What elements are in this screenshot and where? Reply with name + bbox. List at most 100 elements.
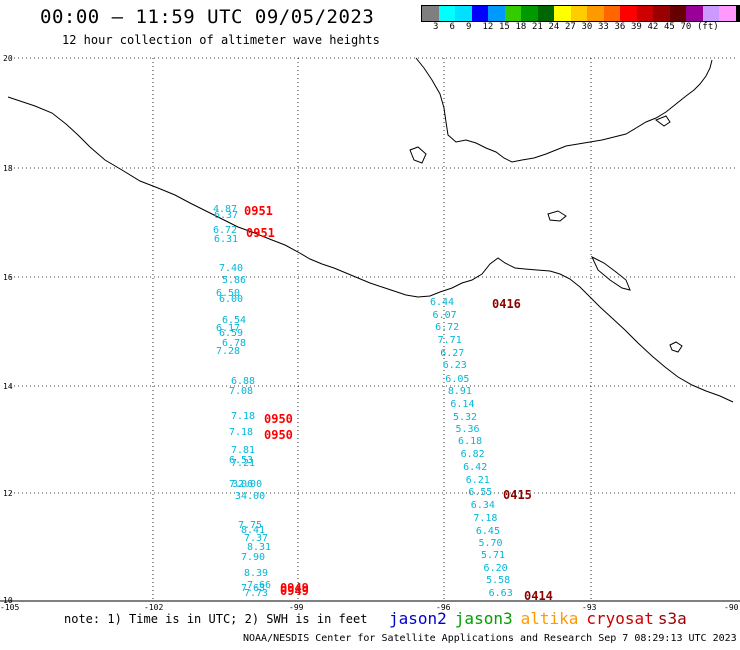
wave-height-value: 6.82 — [461, 449, 485, 460]
wave-height-value: 7.90 — [241, 552, 265, 563]
wave-height-value: 7.73 — [244, 588, 268, 599]
map-title: 00:00 – 11:59 UTC 09/05/2023 — [40, 6, 375, 28]
pass-time-label: 0950 — [264, 412, 293, 426]
satellite-legend: jason2 jason3 altika cryosat s3a — [389, 609, 695, 628]
island-2 — [547, 210, 567, 222]
wave-height-value: 8.91 — [448, 386, 472, 397]
color-swatch — [455, 6, 472, 21]
wave-height-value: 6.55 — [468, 487, 492, 498]
wave-height-value: 6.14 — [450, 399, 474, 410]
wave-height-value: 5.36 — [456, 424, 480, 435]
latitude-label: 14 — [3, 382, 13, 391]
wave-height-value: 7.37 — [244, 533, 268, 544]
wave-height-value: 6.42 — [463, 462, 487, 473]
color-swatch — [686, 6, 703, 21]
color-scale-label: 36 — [614, 22, 626, 32]
island-5 — [654, 115, 671, 127]
altimeter-tracks: 4.876.376.726.317.405.866.506.006.546.17… — [213, 204, 553, 603]
wave-height-value: 6.27 — [440, 348, 464, 359]
island-3 — [590, 255, 631, 291]
longitude-label: -93 — [582, 603, 597, 612]
color-swatch — [702, 6, 719, 21]
wave-height-value: 5.70 — [478, 538, 502, 549]
pass-time-label: 0416 — [492, 297, 521, 311]
wave-height-value: 5.86 — [222, 275, 246, 286]
wave-height-value: 6.72 — [213, 225, 237, 236]
wave-height-value: 6.72 — [435, 322, 459, 333]
color-scale-label: 70 — [680, 22, 692, 32]
footer-credit: NOAA/NESDIS Center for Satellite Applica… — [243, 633, 737, 644]
color-scale-label: (ft) — [697, 22, 719, 32]
color-scale-label: 39 — [631, 22, 642, 32]
wave-height-value: 32.00 — [232, 479, 262, 490]
wave-height-value: 7.18 — [231, 411, 255, 422]
wave-height-value: 5.71 — [481, 550, 505, 561]
latitude-label: 10 — [3, 596, 13, 605]
wave-height-value: 6.00 — [219, 294, 243, 305]
color-scale-label: 12 — [482, 22, 494, 32]
wave-height-value: 6.78 — [222, 338, 246, 349]
wave-height-value: 7.40 — [219, 263, 243, 274]
longitude-label: -99 — [289, 603, 304, 612]
color-scale-label: 6 — [449, 22, 455, 32]
color-swatch — [669, 6, 686, 21]
longitude-label: -90 — [724, 603, 739, 612]
color-scale-bar — [421, 5, 740, 22]
color-scale-label: 3 — [433, 22, 439, 32]
wave-height-value: 6.54 — [222, 315, 246, 326]
coastline — [7, 57, 734, 403]
coastline-main — [7, 96, 734, 403]
longitude-label: -96 — [436, 603, 451, 612]
latitude-label: 16 — [3, 273, 13, 282]
wave-height-value: 7.28 — [216, 346, 240, 357]
color-swatch — [422, 6, 439, 21]
wave-height-value: 6.44 — [430, 297, 454, 308]
wave-height-value: 8.41 — [241, 525, 265, 536]
color-swatch — [488, 6, 505, 21]
color-scale-label: 21 — [532, 22, 543, 32]
color-swatch — [587, 6, 604, 21]
pass-time-label: 0950 — [264, 428, 293, 442]
color-scale-labels: 3 6 9 12 15 18 21 24 27 30 33 36 39 42 45 70 (ft) — [421, 22, 740, 34]
graticule — [10, 57, 735, 600]
wave-height-value: 6.63 — [489, 588, 513, 599]
pass-time-label: 0414 — [524, 589, 553, 603]
color-scale-label: 15 — [499, 22, 510, 32]
wave-height-value: 6.59 — [219, 328, 243, 339]
color-swatch — [653, 6, 670, 21]
wave-height-value: 6.07 — [433, 310, 457, 321]
wave-height-value: 7.75 — [238, 520, 262, 531]
wave-height-value: 6.05 — [445, 374, 469, 385]
color-swatch — [636, 6, 653, 21]
pass-time-label: 0951 — [244, 204, 273, 218]
pass-time-label: 0949 — [280, 581, 309, 595]
latitude-label: 12 — [3, 489, 13, 498]
color-scale-label: 33 — [598, 22, 609, 32]
wave-height-value: 8.31 — [247, 542, 271, 553]
color-swatch — [521, 6, 538, 21]
wave-height-value: 7.21 — [231, 458, 255, 469]
wave-height-value: 6.50 — [216, 288, 240, 299]
wave-height-value: 34.00 — [235, 491, 265, 502]
coastline-gulf — [415, 57, 713, 163]
color-swatch — [620, 6, 637, 21]
wave-height-value: 6.34 — [471, 500, 495, 511]
legend-jason2: jason2 — [389, 609, 447, 628]
wave-height-value: 6.37 — [214, 210, 238, 221]
wave-height-value: 6.45 — [476, 526, 500, 537]
longitude-label: -102 — [144, 603, 163, 612]
color-swatch — [504, 6, 521, 21]
color-swatch — [537, 6, 554, 21]
footer-note: note: 1) Time is in UTC; 2) SWH is in fe… — [64, 612, 368, 626]
latitude-label: 18 — [3, 164, 13, 173]
wave-height-value: 6.53 — [229, 455, 253, 466]
wave-height-value: 7.08 — [229, 386, 253, 397]
color-scale-label: 27 — [565, 22, 576, 32]
color-swatch — [603, 6, 620, 21]
color-scale-label: 24 — [548, 22, 560, 32]
map-subtitle: 12 hour collection of altimeter wave hei… — [62, 33, 380, 47]
wave-height-value: 6.23 — [443, 360, 467, 371]
color-scale-label: 9 — [466, 22, 472, 32]
island-4 — [669, 341, 683, 353]
